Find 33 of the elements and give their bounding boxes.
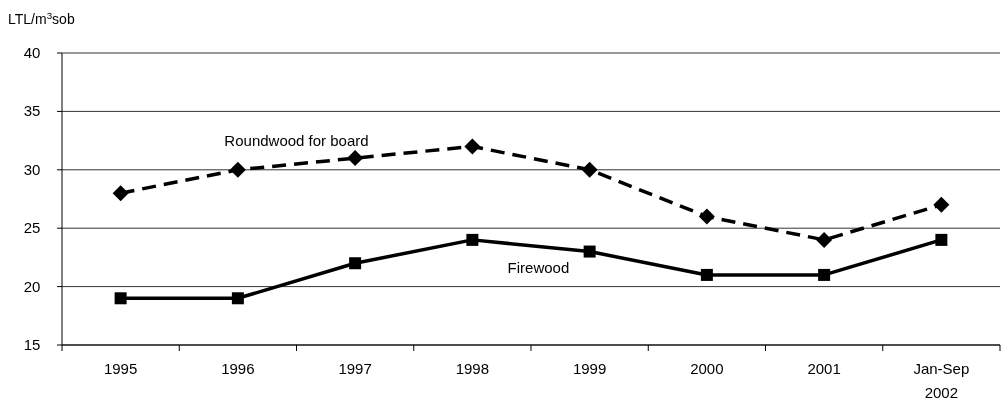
y-tick-label: 20 (23, 277, 41, 295)
series-label: Firewood (507, 259, 570, 277)
point (935, 233, 948, 246)
point (581, 161, 598, 178)
point (114, 292, 127, 305)
point (464, 138, 481, 155)
x-tick-label: 1995 (103, 360, 138, 377)
y-tick-label: 25 (23, 219, 41, 237)
point (818, 268, 831, 281)
x-tick-label: 1997 (338, 360, 372, 377)
point (816, 231, 833, 248)
point (933, 196, 950, 213)
y-tick-label: 35 (23, 102, 41, 120)
point (698, 208, 715, 225)
point (347, 150, 364, 167)
x-tick-label: 1996 (221, 360, 255, 377)
series-label: Roundwood for board (224, 131, 369, 149)
point (229, 161, 246, 178)
y-tick-label: 15 (23, 336, 41, 353)
x-tick-label: Jan-Sep 2002 (913, 360, 970, 401)
x-tick-label: 1999 (572, 360, 607, 377)
point (112, 185, 129, 202)
x-tick-label: 1998 (455, 360, 490, 377)
y-tick-label: 30 (23, 160, 41, 178)
point (231, 292, 244, 305)
point (700, 268, 713, 281)
y-axis-title: LTL/m$^{3}$sob (8, 9, 75, 27)
point (466, 233, 479, 246)
y-tick-label: 40 (23, 44, 41, 61)
x-tick-label: 2000 (690, 360, 724, 377)
point (349, 257, 362, 270)
x-tick-label: 2001 (807, 360, 841, 377)
point (583, 245, 596, 258)
